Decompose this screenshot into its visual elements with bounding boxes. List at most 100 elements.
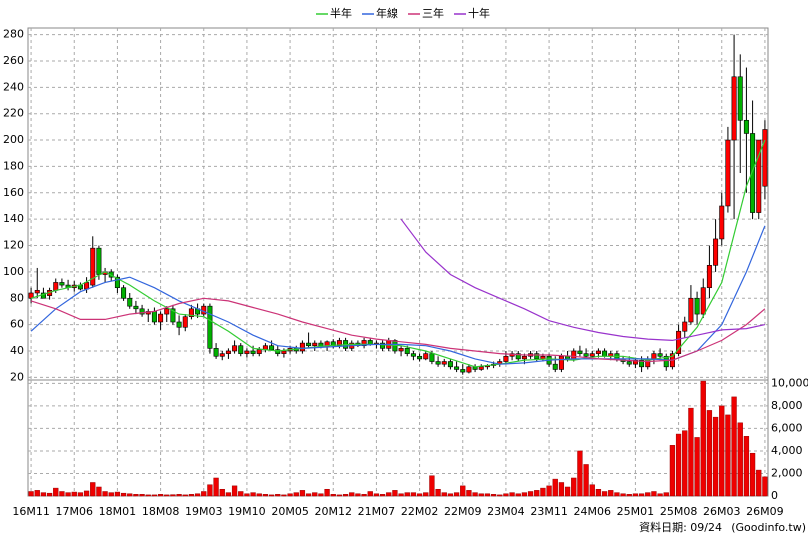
- candle-body: [700, 287, 706, 315]
- volume-bar: [589, 484, 595, 497]
- candle-body: [133, 305, 139, 310]
- candle-body: [176, 321, 182, 328]
- candle-body: [281, 350, 287, 354]
- volume-bar: [558, 482, 565, 497]
- volume-bar: [552, 478, 558, 497]
- x-tick-label: 19M03: [185, 505, 223, 518]
- volume-bar: [663, 492, 669, 497]
- volume-bar: [46, 492, 53, 497]
- candle-body: [565, 355, 571, 360]
- volume-bar: [256, 493, 262, 497]
- candle-body: [158, 313, 164, 323]
- volume-bar: [281, 494, 287, 497]
- ma-line: [30, 139, 766, 368]
- candle-body: [441, 361, 447, 365]
- volume-bar: [182, 494, 188, 497]
- candle-body: [151, 311, 157, 323]
- volume-bar: [682, 430, 688, 497]
- volume-bar: [441, 492, 447, 497]
- candle-body: [521, 355, 527, 360]
- volume-bar: [151, 494, 158, 497]
- volume-bar: [423, 492, 429, 497]
- volume-bar: [330, 494, 336, 497]
- candle-body: [380, 342, 386, 349]
- candle-body: [762, 129, 768, 187]
- volume-bar: [77, 492, 84, 497]
- candle-body: [694, 297, 700, 315]
- volume-bar: [749, 452, 756, 497]
- candle-body: [737, 76, 743, 121]
- y-tick-label: 220: [3, 107, 24, 120]
- volume-bar: [521, 492, 528, 497]
- volume-bar: [706, 410, 713, 497]
- candle-body: [552, 363, 558, 370]
- candle-body: [269, 345, 275, 350]
- candle-body: [299, 342, 305, 352]
- candle-body: [719, 205, 725, 240]
- x-tick-label: 21M07: [358, 505, 396, 518]
- candle-body: [589, 353, 595, 357]
- volume-bar: [737, 422, 743, 497]
- volume-bar: [262, 494, 269, 497]
- candle-body: [731, 76, 737, 141]
- candle-body: [53, 282, 59, 291]
- y2-tick-label: 6,000: [771, 421, 803, 434]
- volume-bar: [83, 490, 90, 497]
- x-tick-label: 19M10: [228, 505, 266, 518]
- volume-bar: [367, 491, 373, 497]
- candle-body: [121, 287, 127, 299]
- candle-body: [750, 133, 756, 213]
- volume-bar: [373, 493, 380, 497]
- candle-body: [435, 361, 441, 365]
- volume-bar: [336, 494, 343, 497]
- volume-bar: [361, 494, 367, 497]
- candle-body: [28, 292, 34, 299]
- candle-body: [676, 330, 682, 354]
- candle-body: [188, 308, 194, 318]
- legend-label: 年線: [376, 6, 398, 20]
- candle-body: [244, 350, 250, 354]
- candle-body: [429, 353, 435, 362]
- volume-bar: [176, 494, 182, 497]
- volume-bar: [632, 493, 639, 497]
- volume-bar: [194, 493, 201, 497]
- candle-body: [232, 345, 238, 352]
- volume-bar: [133, 494, 139, 497]
- volume-bar: [312, 492, 318, 497]
- candle-body: [595, 350, 601, 354]
- y-tick-label: 200: [3, 133, 24, 146]
- candle-body: [540, 355, 546, 360]
- y2-tick-label: 4,000: [771, 444, 803, 457]
- candle-body: [404, 348, 410, 354]
- candle-body: [225, 350, 231, 354]
- volume-bar: [114, 491, 121, 497]
- volume-bar: [657, 493, 663, 497]
- volume-bar: [225, 492, 232, 497]
- y-tick-label: 240: [3, 80, 24, 93]
- volume-bar: [355, 493, 361, 497]
- candle-body: [447, 361, 453, 368]
- volume-bar: [645, 492, 651, 497]
- y2-tick-label: 8,000: [771, 399, 803, 412]
- volume-bar: [65, 492, 71, 497]
- y-tick-label: 60: [10, 318, 24, 331]
- candle-body: [336, 340, 342, 347]
- volume-bar: [404, 492, 410, 497]
- volume-bar: [447, 493, 454, 497]
- volume-bar: [460, 485, 466, 497]
- candle-body: [602, 350, 608, 357]
- legend-label: 半年: [330, 6, 352, 20]
- candle-body: [275, 349, 281, 354]
- y2-tick-label: 10,000: [771, 376, 808, 389]
- date-label: 資料日期: 09/24: [639, 520, 722, 534]
- y-tick-label: 120: [3, 239, 24, 252]
- candle-body: [657, 353, 663, 357]
- x-tick-label: 23M11: [530, 505, 568, 518]
- volume-bar: [219, 488, 225, 497]
- candle-body: [713, 238, 719, 266]
- candle-body: [503, 355, 509, 362]
- candle-body: [632, 359, 638, 365]
- x-tick-label: 16M11: [12, 505, 50, 518]
- y-tick-label: 80: [10, 291, 24, 304]
